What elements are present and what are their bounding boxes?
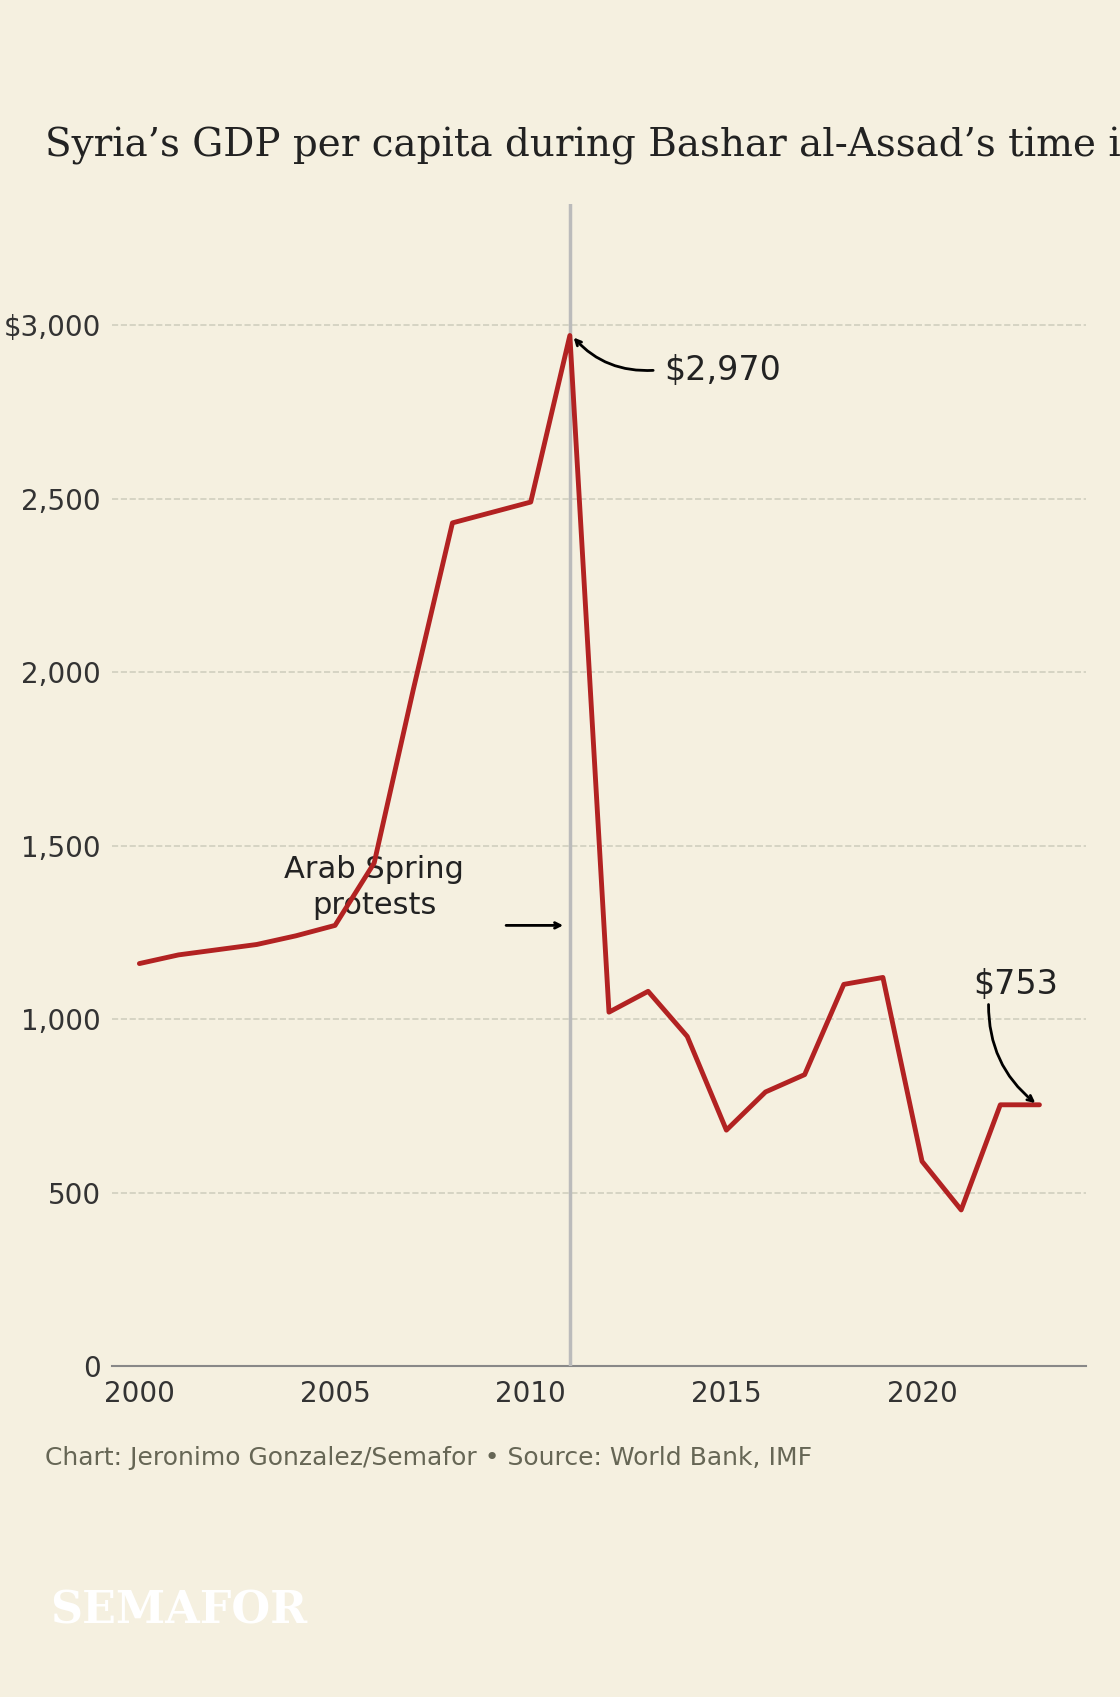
Text: Syria’s GDP per capita during Bashar al-Assad’s time in power: Syria’s GDP per capita during Bashar al-… xyxy=(45,127,1120,165)
Text: Arab Spring
protests: Arab Spring protests xyxy=(284,855,464,920)
Text: $753: $753 xyxy=(973,967,1057,1001)
Text: Chart: Jeronimo Gonzalez/Semafor • Source: World Bank, IMF: Chart: Jeronimo Gonzalez/Semafor • Sourc… xyxy=(45,1446,812,1470)
Text: SEMAFOR: SEMAFOR xyxy=(50,1590,308,1633)
Text: $2,970: $2,970 xyxy=(664,353,781,387)
